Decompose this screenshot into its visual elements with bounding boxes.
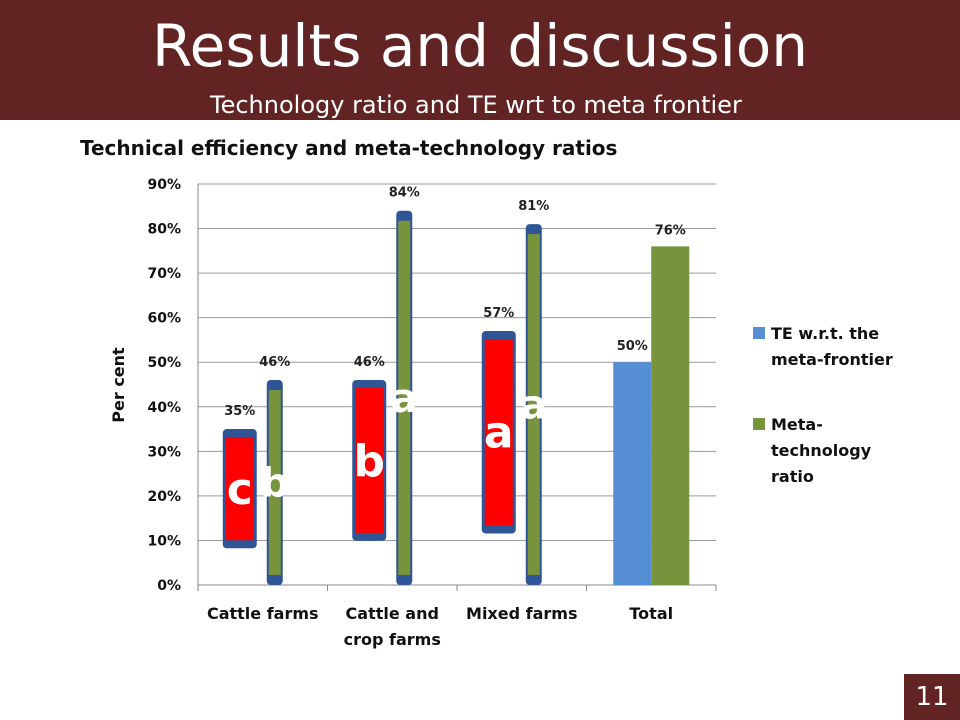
data-label: 81% — [518, 199, 549, 214]
significance-letter: c — [227, 464, 253, 515]
slide-subtitle: Technology ratio and TE wrt to meta fron… — [210, 91, 742, 119]
y-tick-label: 20% — [147, 489, 181, 505]
y-tick-label: 0% — [157, 578, 181, 594]
te-bar — [484, 339, 513, 526]
data-label: 57% — [483, 306, 514, 321]
y-tick-label: 70% — [147, 266, 181, 282]
data-label: 84% — [389, 186, 420, 201]
y-tick-label: 80% — [147, 222, 181, 238]
legend-swatch — [753, 418, 765, 430]
meta-bar — [527, 234, 540, 575]
y-tick-label: 30% — [147, 444, 181, 460]
y-tick-label: 40% — [147, 400, 181, 416]
te-bar — [225, 437, 254, 541]
significance-letter: a — [484, 408, 514, 459]
te-bar — [355, 388, 384, 533]
meta-bar — [651, 246, 690, 585]
significance-letter: a — [391, 376, 418, 422]
x-category-label: Cattle farms — [207, 604, 319, 623]
chart-title: Technical efficiency and meta-technology… — [80, 136, 618, 160]
y-tick-label: 60% — [147, 311, 181, 327]
significance-letter: b — [260, 461, 289, 507]
y-axis-label: Per cent — [109, 347, 128, 423]
significance-letter: a — [520, 383, 547, 429]
legend-label: technology — [771, 441, 872, 460]
x-category-label: Mixed farms — [466, 604, 577, 623]
y-tick-label: 10% — [147, 533, 181, 549]
legend-label: ratio — [771, 467, 814, 486]
title-bar — [0, 0, 960, 120]
data-label: 50% — [617, 339, 648, 354]
data-label: 46% — [354, 355, 385, 370]
y-tick-label: 90% — [147, 177, 181, 193]
legend-label: Meta- — [771, 415, 823, 434]
x-category-label: crop farms — [344, 630, 441, 649]
y-tick-label: 50% — [147, 355, 181, 371]
meta-bar — [398, 220, 411, 575]
data-label: 35% — [224, 404, 255, 419]
meta-bar — [268, 390, 281, 575]
page-number: 11 — [904, 674, 960, 720]
x-category-label: Cattle and — [346, 604, 439, 623]
legend-label: TE w.r.t. the — [771, 324, 879, 343]
data-label: 46% — [259, 355, 290, 370]
significance-letter: b — [354, 436, 386, 487]
data-label: 76% — [655, 223, 686, 238]
legend-label: meta-frontier — [771, 350, 893, 369]
slide-title: Results and discussion — [151, 12, 808, 80]
legend-swatch — [753, 327, 765, 339]
te-bar — [613, 362, 652, 585]
x-category-label: Total — [629, 604, 673, 623]
